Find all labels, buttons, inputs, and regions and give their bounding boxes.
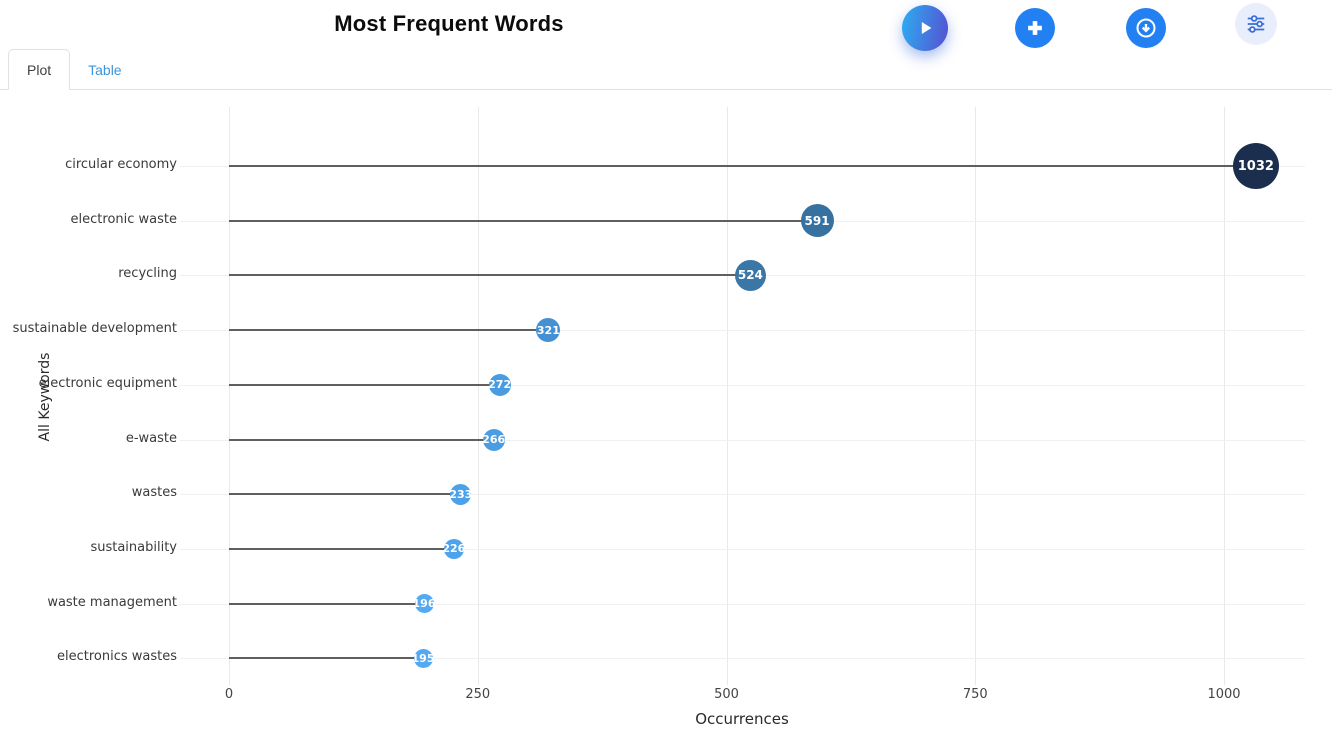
- plus-icon: [1024, 17, 1046, 39]
- page-title: Most Frequent Words: [334, 11, 564, 36]
- row-gridline: [180, 384, 1305, 386]
- x-gridline: [975, 107, 977, 685]
- y-axis-label: waste management: [47, 594, 177, 610]
- row-gridline: [180, 494, 1305, 496]
- y-axis-label: electronics wastes: [56, 649, 177, 665]
- y-axis-label: recycling: [118, 266, 177, 282]
- run-button[interactable]: [902, 5, 948, 51]
- x-tick-label: 1000: [1207, 687, 1241, 702]
- y-axis-label: circular economy: [65, 157, 177, 172]
- lollipop-stem: [229, 547, 454, 550]
- row-gridline: [180, 330, 1305, 332]
- data-point-bubble[interactable]: 226: [442, 538, 465, 559]
- data-point-bubble[interactable]: 266: [482, 428, 505, 451]
- x-tick-label: 250: [465, 687, 491, 702]
- x-gridline: [229, 107, 230, 685]
- tab-plot[interactable]: Plot: [8, 49, 71, 90]
- x-tick-label: 0: [224, 687, 234, 702]
- play-icon: [914, 17, 936, 39]
- add-button[interactable]: [1015, 8, 1055, 48]
- row-gridline: [180, 658, 1305, 660]
- x-tick-label: 750: [962, 687, 988, 702]
- data-point-bubble[interactable]: 591: [800, 204, 834, 238]
- data-point-bubble[interactable]: 195: [412, 648, 435, 668]
- row-gridline: [180, 603, 1305, 605]
- settings-button[interactable]: [1235, 3, 1277, 45]
- lollipop-stem: [229, 438, 494, 441]
- plot-area[interactable]: All Keywords Occurrences 0 250 500 750 1000 c…: [0, 90, 1332, 736]
- lollipop-stem: [229, 657, 424, 660]
- tab-bar: Plot Table: [0, 49, 1332, 90]
- x-gridline: [1224, 107, 1225, 685]
- row-gridline: [180, 548, 1305, 550]
- data-point-bubble[interactable]: 272: [488, 373, 511, 396]
- x-tick-label: 500: [714, 687, 739, 702]
- lollipop-stem: [229, 493, 461, 496]
- lollipop-stem: [229, 329, 549, 332]
- x-gridline: [477, 107, 479, 685]
- sliders-icon: [1245, 13, 1267, 35]
- data-point-bubble[interactable]: 233: [449, 483, 472, 505]
- lollipop-stem: [229, 602, 425, 605]
- x-gridline: [726, 107, 728, 685]
- data-point-bubble[interactable]: 524: [734, 259, 766, 291]
- y-axis-label: electronic equipment: [38, 375, 177, 391]
- row-gridline: [180, 439, 1305, 441]
- header: Most Frequent Words: [0, 0, 1332, 51]
- lollipop-stem: [229, 383, 500, 386]
- lollipop-stem: [229, 165, 1256, 167]
- y-axis-label: wastes: [131, 485, 177, 501]
- lollipop-stem: [229, 219, 818, 222]
- data-point-bubble[interactable]: 196: [413, 594, 436, 614]
- y-axis-label: electronic waste: [70, 211, 177, 227]
- y-axis-label: e-waste: [125, 430, 177, 446]
- download-icon: [1134, 16, 1158, 40]
- data-point-bubble[interactable]: 1032: [1232, 143, 1279, 189]
- y-axis-label: sustainability: [90, 539, 177, 555]
- lollipop-stem: [229, 274, 751, 277]
- y-axis-label: sustainable development: [12, 321, 177, 337]
- data-point-bubble[interactable]: 321: [536, 318, 561, 343]
- download-button[interactable]: [1126, 8, 1166, 48]
- y-axis-title: All Keywords: [37, 352, 53, 442]
- tab-table[interactable]: Table: [88, 62, 122, 78]
- x-axis-title: Occurrences: [695, 710, 789, 728]
